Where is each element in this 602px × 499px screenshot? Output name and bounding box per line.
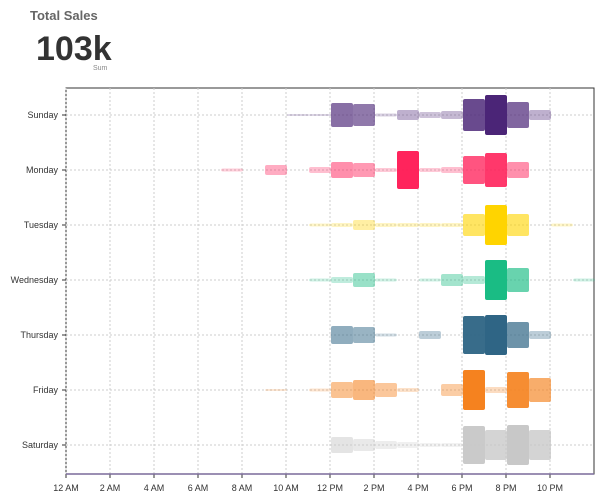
cell [463,276,485,284]
x-tick-label: 2 AM [100,483,121,493]
cell [397,388,419,392]
cell [397,110,419,120]
cell [375,441,397,449]
x-tick-label: 4 AM [144,483,165,493]
cell [507,102,529,128]
cell [485,430,507,460]
cell [287,114,309,116]
y-tick-label: Saturday [22,440,59,450]
cell [419,112,441,118]
cell [485,95,507,135]
cell [485,260,507,300]
cell [353,163,375,177]
cell [397,151,419,189]
x-tick-label: 10 PM [537,483,563,493]
cell [463,214,485,236]
cell [353,380,375,400]
cell [397,442,419,448]
cell [309,223,331,227]
cell [463,426,485,464]
cell [331,277,353,283]
cell [485,205,507,245]
cell [485,315,507,355]
cell [309,388,331,392]
cell [419,443,441,447]
cell [441,111,463,119]
cell [507,372,529,408]
cell [463,99,485,131]
cell [507,425,529,465]
cell [419,278,441,282]
cell [507,162,529,178]
y-tick-label: Tuesday [24,220,59,230]
cell [375,168,397,172]
cell [441,274,463,286]
widget-title: Total Sales [30,8,98,23]
cell [463,316,485,354]
x-tick-label: 6 AM [188,483,209,493]
cell [441,443,463,447]
cell [309,167,331,173]
cell [529,110,551,120]
cell [375,383,397,397]
cell [397,223,419,227]
cell [485,153,507,187]
cell [529,331,551,339]
x-tick-label: 8 PM [495,483,516,493]
cell [507,214,529,236]
cell [441,167,463,173]
y-tick-label: Thursday [20,330,58,340]
cell [375,333,397,337]
cell [375,223,397,227]
y-tick-label: Wednesday [11,275,59,285]
cell [331,326,353,344]
cell [331,382,353,398]
cell [265,389,287,391]
kpi-caption: Sum [93,65,108,72]
cell [309,278,331,282]
cell [265,165,287,175]
y-tick-label: Sunday [27,110,58,120]
cell [331,103,353,127]
cell [529,430,551,460]
cell [331,223,353,227]
cell [573,278,595,282]
cell [353,220,375,230]
cell [375,113,397,117]
x-tick-label: 10 AM [273,483,299,493]
cell [375,278,397,282]
x-tick-label: 4 PM [407,483,428,493]
cell [331,162,353,178]
cell [441,223,463,227]
cell [419,168,441,172]
cell [507,268,529,292]
cell [331,437,353,453]
cell [485,387,507,393]
cell [463,156,485,184]
cell [419,331,441,339]
cell [507,322,529,348]
cell [353,104,375,126]
cell [353,327,375,343]
y-tick-label: Friday [33,385,59,395]
y-tick-label: Monday [26,165,59,175]
x-tick-label: 8 AM [232,483,253,493]
cell [529,378,551,402]
cell [221,168,243,172]
cell [441,384,463,396]
cell [353,273,375,287]
x-tick-label: 12 AM [53,483,79,493]
cell [353,439,375,451]
cell [419,223,441,227]
x-tick-label: 6 PM [451,483,472,493]
cell [463,370,485,410]
cell [551,223,573,227]
x-tick-label: 12 PM [317,483,343,493]
cell [309,114,331,116]
x-tick-label: 2 PM [363,483,384,493]
kpi-value: 103k [36,30,112,68]
